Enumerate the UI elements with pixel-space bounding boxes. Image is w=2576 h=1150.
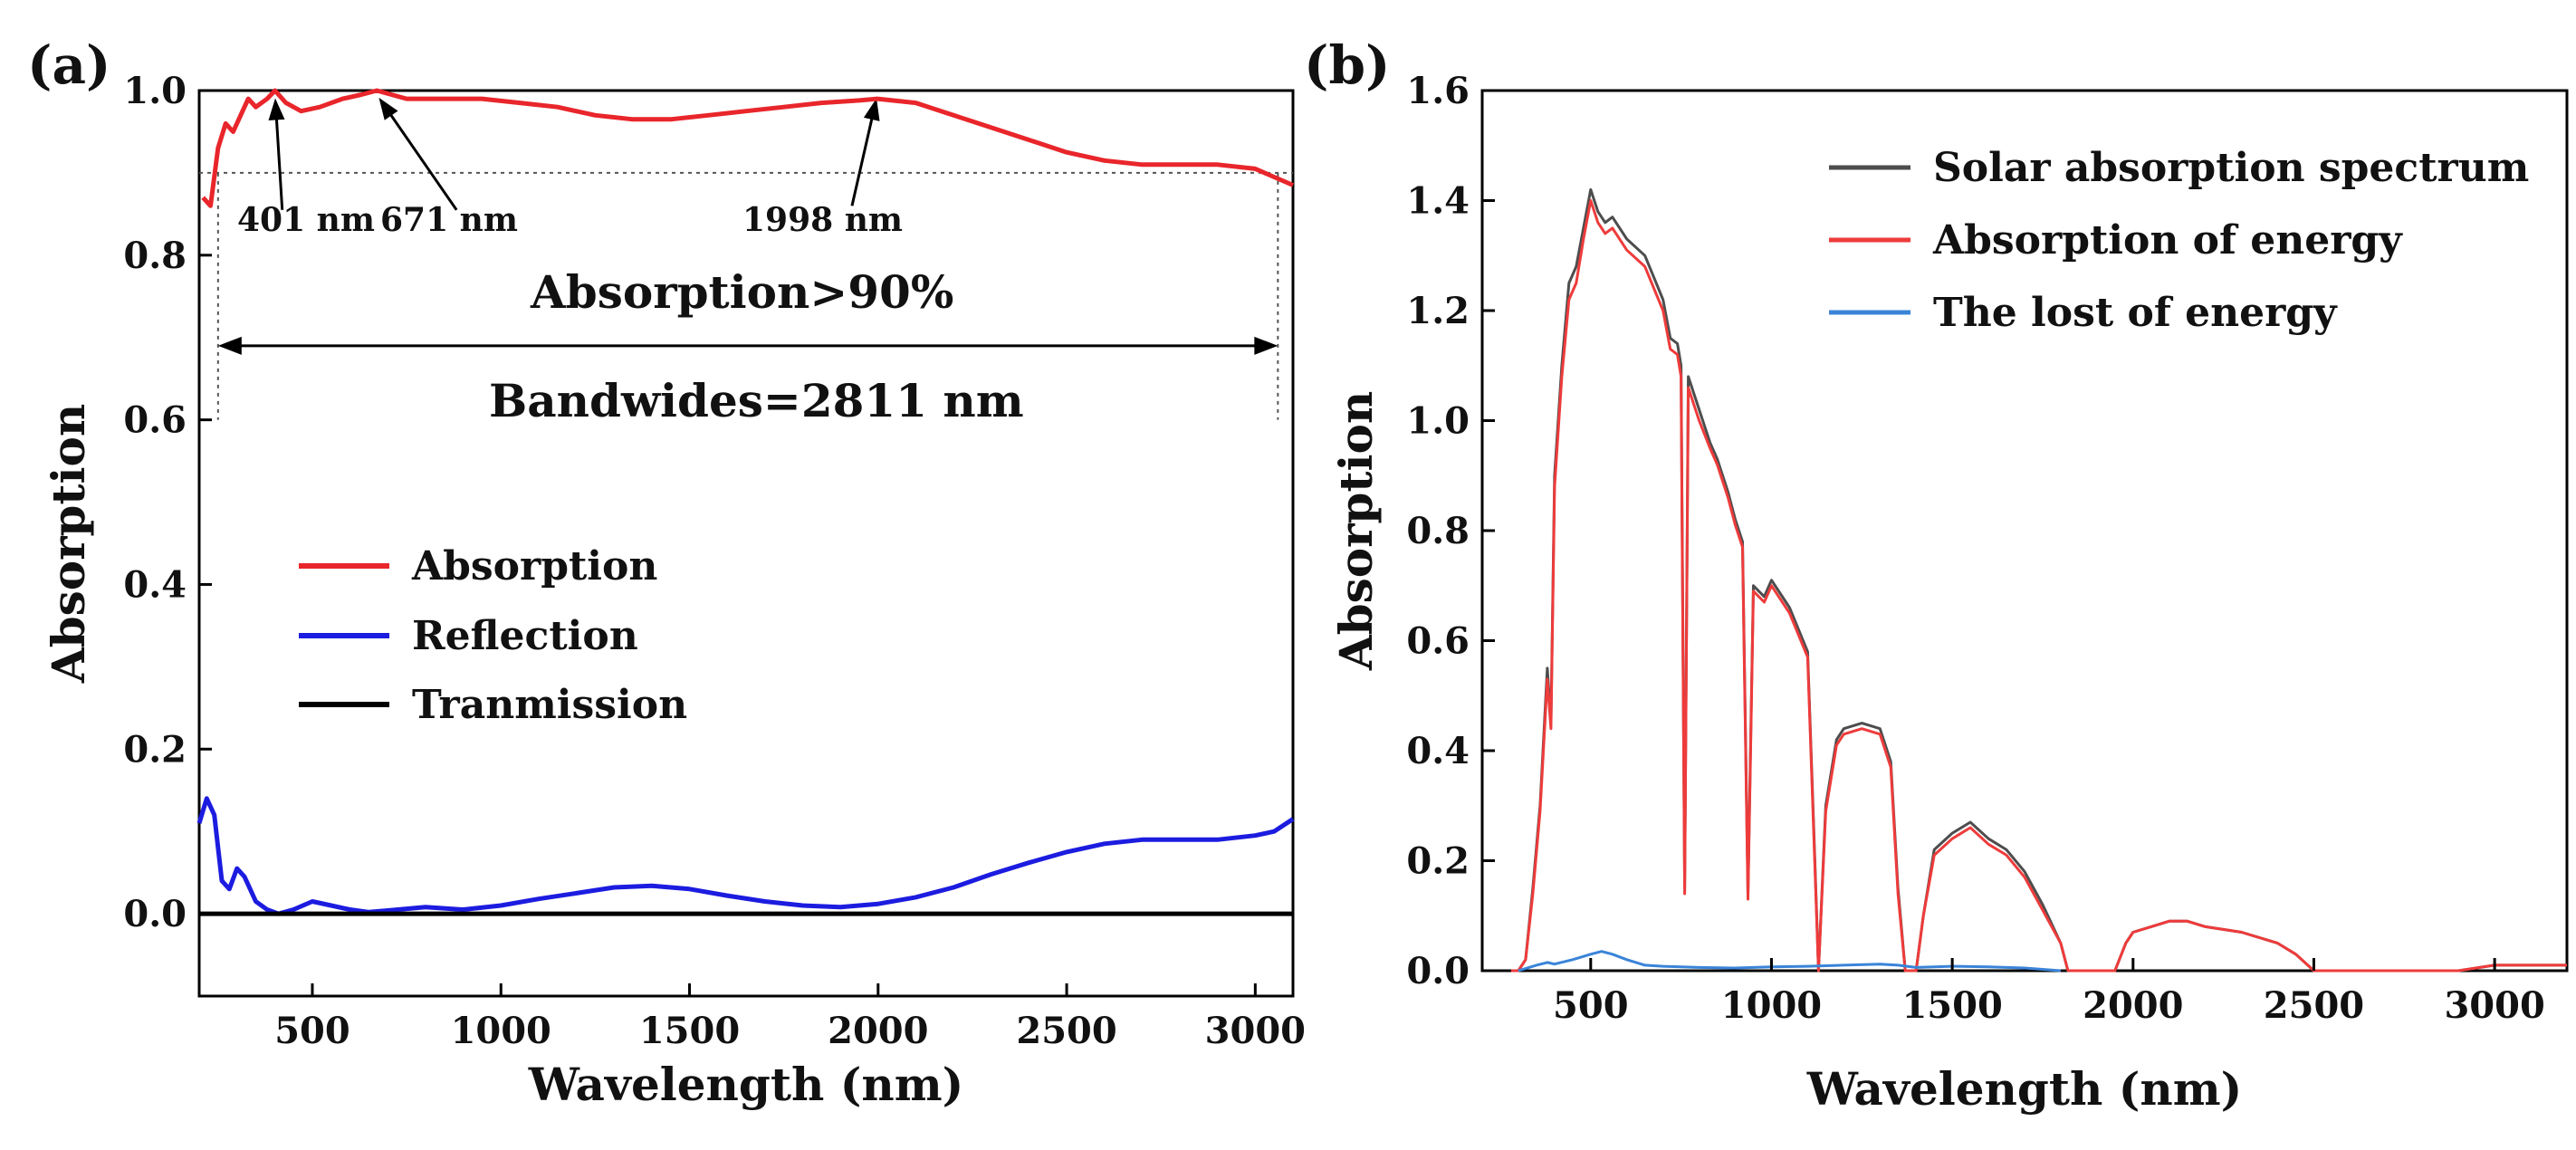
panel-b-legend: Solar absorption spectrum Absorption of …: [1829, 145, 2529, 336]
bandwidth-arrow-right-head: [1254, 336, 1278, 355]
panel-b-y-axis-label: Absorption: [1329, 391, 1383, 671]
panel-a-y-tick-label-0.6: 0.6: [123, 399, 187, 442]
panel-b-x-tick-label-1000: 1000: [1721, 984, 1822, 1027]
series-line-absorption: [201, 88, 1294, 208]
panel-b-y-tick-label-0.4: 0.4: [1406, 730, 1470, 772]
annotation-absorption-threshold: Absorption>90%: [530, 265, 953, 319]
panel-b-y-tick-label-0.8: 0.8: [1406, 510, 1470, 552]
annotation-401nm: 401 nm: [237, 201, 375, 239]
panel-b-y-tick-label-1.2: 1.2: [1406, 290, 1470, 332]
panel-a-y-tick-label-0.8: 0.8: [123, 235, 187, 277]
panel-b-x-tick-label-1500: 1500: [1901, 984, 2002, 1027]
series-line-reflection: [196, 796, 1295, 916]
legend-label-absorption: Absorption: [411, 543, 657, 589]
panel-a-x-ticks: 500 1000 1500 2000 2500 3000: [274, 983, 1306, 1052]
legend-label-lost-energy: The lost of energy: [1933, 290, 2338, 336]
panel-b-x-tick-label-500: 500: [1553, 984, 1629, 1027]
panel-a-x-tick-label-1000: 1000: [451, 1010, 551, 1052]
panel-b-y-ticks: 0.0 0.2 0.4 0.6 0.8 1.0 1.2 1.4 1.6: [1406, 70, 1495, 992]
panel-a-x-tick-label-2000: 2000: [828, 1010, 928, 1052]
panel-a-plot-frame: [197, 89, 1295, 998]
panel-a-y-tick-label-0.4: 0.4: [123, 563, 187, 606]
panel-b-y-tick-label-1.4: 1.4: [1406, 180, 1470, 223]
panel-b-y-tick-label-0.2: 0.2: [1406, 840, 1470, 883]
panel-a-legend: Absorption Reflection Tranmission: [299, 543, 687, 728]
legend-label-solar: Solar absorption spectrum: [1933, 145, 2529, 191]
legend-label-absorption-energy: Absorption of energy: [1932, 217, 2403, 264]
panel-b-x-tick-label-2500: 2500: [2264, 984, 2364, 1027]
panel-a-y-tick-label-0.2: 0.2: [123, 728, 187, 771]
annotation-1998nm-arrow-head: [863, 98, 880, 121]
panel-a-extras: [199, 97, 1293, 420]
panel-b-label: (b): [1304, 34, 1390, 96]
panel-b-y-tick-label-1: 1.0: [1406, 400, 1470, 443]
panel-b-y-tick-label-0: 0.0: [1406, 950, 1470, 992]
panel-a-x-axis-label: Wavelength (nm): [528, 1058, 964, 1111]
panel-a-x-tick-label-1500: 1500: [639, 1010, 740, 1052]
series-line-absorption-of-energy: [1510, 199, 2567, 973]
annotation-671nm-arrow-head: [378, 97, 398, 120]
panel-b-series: [1510, 187, 2567, 973]
annotation-401nm-arrow: [274, 114, 284, 210]
bandwidth-arrow-left-head: [217, 336, 242, 355]
panel-a-series: [196, 88, 1295, 916]
panel-b-x-tick-label-3000: 3000: [2444, 984, 2544, 1027]
panel-a-x-tick-label-3000: 3000: [1205, 1010, 1306, 1052]
panel-a: (a) 500 1000 1500 2000 2500 3000 0.0 0.2 0.4 0.6…: [27, 34, 1306, 1111]
panel-a-x-tick-label-500: 500: [274, 1010, 350, 1052]
annotation-1998nm: 1998 nm: [742, 201, 903, 239]
annotation-671nm-arrow: [387, 110, 458, 211]
panel-a-y-tick-label-1: 1.0: [123, 70, 187, 112]
annotation-401nm-arrow-head: [268, 98, 285, 121]
legend-label-reflection: Reflection: [412, 613, 638, 659]
panel-a-y-axis-label: Absorption: [42, 404, 95, 684]
panel-b-x-tick-label-2000: 2000: [2083, 984, 2183, 1027]
panel-a-x-tick-label-2500: 2500: [1016, 1010, 1116, 1052]
panel-b-y-tick-label-0.6: 0.6: [1406, 620, 1470, 663]
panel-b: (b) 500 1000 1500 2000 2500 3000 0.0 0.2 0.4 0.6…: [1304, 34, 2569, 1116]
legend-label-transmission: Tranmission: [412, 682, 687, 728]
series-line-the-lost-of-energy: [1518, 950, 2062, 973]
panel-a-label: (a): [27, 34, 110, 96]
panel-a-y-tick-label-0: 0.0: [123, 893, 187, 935]
annotation-671nm: 671 nm: [380, 201, 518, 239]
annotation-bandwidth: Bandwides=2811 nm: [489, 374, 1024, 427]
panel-b-y-tick-label-1.6: 1.6: [1406, 70, 1470, 112]
annotation-1998nm-arrow: [850, 113, 875, 206]
panel-b-x-ticks: 500 1000 1500 2000 2500 3000: [1553, 958, 2545, 1027]
panel-b-x-axis-label: Wavelength (nm): [1806, 1062, 2243, 1116]
panel-a-y-ticks: 0.0 0.2 0.4 0.6 0.8 1.0: [123, 70, 212, 935]
